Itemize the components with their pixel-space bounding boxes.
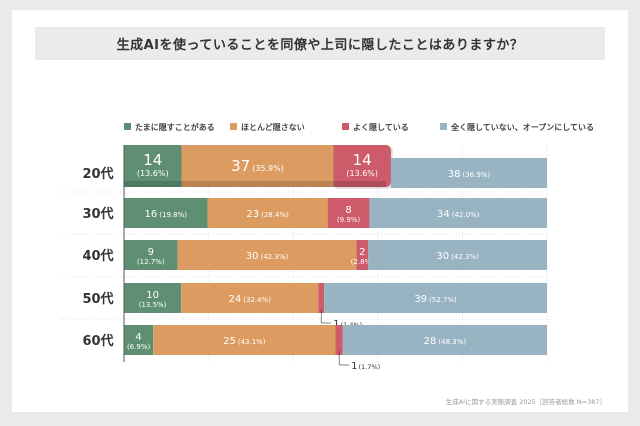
legend-swatch bbox=[342, 123, 349, 130]
data-label: 23 (28.4%) bbox=[246, 209, 289, 220]
data-label: 2 bbox=[359, 247, 365, 258]
data-label-percent: (42.3%) bbox=[451, 253, 479, 261]
legend-swatch bbox=[230, 123, 237, 130]
data-label-percent: (19.8%) bbox=[159, 211, 187, 219]
bar-segment bbox=[369, 198, 547, 228]
data-label-percent: (6.9%) bbox=[127, 343, 151, 351]
data-label-percent: (1.7%) bbox=[359, 363, 381, 371]
category-label: 20代 bbox=[82, 166, 113, 182]
bar-segment bbox=[124, 198, 208, 228]
legend-swatch bbox=[124, 123, 131, 130]
data-label-percent: (42.3%) bbox=[261, 253, 289, 261]
data-label-percent: (48.3%) bbox=[438, 338, 466, 346]
data-label: 4 bbox=[135, 332, 141, 343]
data-label-percent: (13.6%) bbox=[137, 169, 169, 178]
bar-segment-base bbox=[333, 181, 386, 187]
bar-segment bbox=[181, 145, 334, 187]
data-label-percent: (9.9%) bbox=[337, 216, 361, 224]
bar-segment bbox=[207, 198, 328, 228]
bar-segment bbox=[124, 240, 178, 270]
data-label-percent: (43.1%) bbox=[238, 338, 266, 346]
bar-segment bbox=[324, 283, 547, 313]
category-label: 30代 bbox=[82, 206, 113, 222]
bar-segment-base bbox=[181, 181, 334, 187]
bar-segment bbox=[177, 240, 357, 270]
data-label: 30 (42.3%) bbox=[246, 251, 289, 262]
data-label: 1(1.7%) bbox=[351, 361, 380, 372]
bar-segment bbox=[368, 240, 547, 270]
bar-segment-fill bbox=[333, 145, 385, 187]
data-label: 25 (43.1%) bbox=[223, 336, 266, 347]
data-label: 9 bbox=[148, 247, 154, 258]
data-label-percent: (12.7%) bbox=[137, 258, 165, 266]
bar-segment bbox=[318, 283, 325, 313]
bar-segment bbox=[181, 283, 319, 313]
chart-title: 生成AIを使っていることを同僚や上司に隠したことはありますか？ bbox=[35, 27, 605, 60]
data-label: 8 bbox=[345, 205, 351, 216]
data-label-percent: (13.6%) bbox=[346, 169, 378, 178]
bar-segment bbox=[356, 240, 369, 270]
data-label: 16 (19.8%) bbox=[145, 209, 188, 220]
legend-label: 全く隠していない、オープンにしている bbox=[450, 122, 594, 132]
data-label: 38 (36.9%) bbox=[448, 169, 491, 180]
legend-label: ほとんど隠さない bbox=[241, 122, 305, 132]
data-label-percent: (2.8%) bbox=[351, 258, 375, 266]
bar-segment bbox=[124, 283, 182, 313]
data-label: 30 (42.3%) bbox=[436, 251, 479, 262]
bar-segment bbox=[124, 325, 154, 355]
category-label: 60代 bbox=[82, 333, 113, 349]
data-label-percent: (28.4%) bbox=[261, 211, 289, 219]
bar-segment-base bbox=[124, 181, 182, 187]
data-label-percent: (35.9%) bbox=[252, 164, 284, 173]
data-label-percent: (42.0%) bbox=[452, 211, 480, 219]
legend-label: たまに隠すことがある bbox=[135, 122, 215, 132]
data-label: 28 (48.3%) bbox=[424, 336, 467, 347]
bar-segment bbox=[390, 158, 547, 188]
data-label-percent: (36.9%) bbox=[462, 171, 490, 179]
data-label-percent: (52.7%) bbox=[429, 296, 457, 304]
source-note: 生成AIに関する実態調査 2025［回答者総数 N=387］ bbox=[445, 398, 606, 406]
data-label: 14 bbox=[353, 151, 372, 169]
bar-segment bbox=[342, 325, 547, 355]
bar-segment bbox=[153, 325, 336, 355]
data-label: 14 bbox=[143, 151, 162, 169]
data-label: 10 bbox=[146, 290, 159, 301]
category-label: 50代 bbox=[82, 291, 113, 307]
category-label: 40代 bbox=[82, 248, 113, 264]
legend-label: よく隠している bbox=[353, 122, 409, 132]
data-label-percent: (32.4%) bbox=[243, 296, 271, 304]
bar-segment bbox=[327, 198, 370, 228]
legend-swatch bbox=[440, 123, 447, 130]
data-label: 39 (52.7%) bbox=[414, 294, 457, 305]
data-label: 24 (32.4%) bbox=[229, 294, 272, 305]
data-label-percent: (13.5%) bbox=[139, 301, 167, 309]
data-label: 34 (42.0%) bbox=[437, 209, 480, 220]
bar-segment bbox=[124, 145, 182, 187]
bar-segment bbox=[335, 325, 343, 355]
